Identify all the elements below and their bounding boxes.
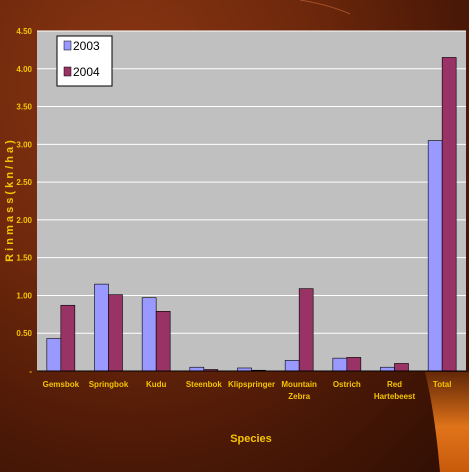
x-category-label: Total [433, 380, 452, 389]
bar-2003 [380, 366, 395, 372]
legend-swatch-2003 [63, 40, 72, 51]
bar-2003 [94, 283, 109, 372]
legend-label-2004: 2004 [73, 65, 100, 79]
bar-2003 [427, 140, 443, 372]
bar-2004 [60, 304, 76, 372]
x-axis-title: Species [230, 433, 272, 445]
y-tick-label: 2.50 [16, 178, 32, 187]
bar-2004 [346, 357, 362, 372]
x-category-label: Klipspringer [228, 380, 275, 389]
y-tick-label: 4.00 [16, 65, 32, 74]
y-tick-label: - [29, 367, 32, 376]
x-category-label: Gemsbok [43, 380, 80, 389]
y-axis-title: R i n m a s s ( k n / h a ) [4, 140, 16, 262]
bar-2003 [141, 297, 157, 372]
x-category-label: Ostrich [333, 380, 361, 389]
legend: 2003 2004 [56, 35, 113, 87]
bar-2003 [332, 357, 348, 372]
bar-2003 [46, 338, 62, 372]
y-tick-label: 3.00 [16, 140, 32, 149]
y-axis-ticks: - 0.50 1.00 1.50 2.00 2.50 3.00 3.50 4.00 4.50 [16, 27, 32, 376]
decorative-swoosh [425, 372, 469, 472]
y-tick-label: 0.50 [16, 329, 32, 338]
bar-2004 [394, 363, 409, 372]
y-tick-label: 4.50 [16, 27, 32, 36]
y-tick-label: 3.50 [16, 103, 32, 112]
bar-2004 [155, 311, 171, 372]
y-tick-label: 2.00 [16, 216, 32, 225]
bar-2003 [189, 366, 205, 372]
bar-2004 [108, 294, 123, 372]
x-axis-categories: Gemsbok Springbok Kudu Steenbok Klipspringer… [43, 380, 452, 401]
bar-2003 [284, 360, 300, 372]
bar-2004 [298, 288, 314, 372]
x-category-label: Red Hartebeest [374, 380, 416, 401]
decorative-arc [299, 0, 351, 15]
legend-swatch-2004 [63, 66, 72, 77]
bar-2004 [441, 57, 457, 372]
legend-label-2003: 2003 [73, 39, 100, 53]
y-tick-label: 1.50 [16, 254, 32, 263]
x-category-label: Steenbok [186, 380, 223, 389]
y-tick-label: 1.00 [16, 291, 32, 300]
bars [46, 57, 457, 372]
x-category-label: Kudu [146, 380, 167, 389]
x-category-label: Springbok [89, 380, 129, 389]
x-category-label: Mountain Zebra [281, 380, 317, 401]
